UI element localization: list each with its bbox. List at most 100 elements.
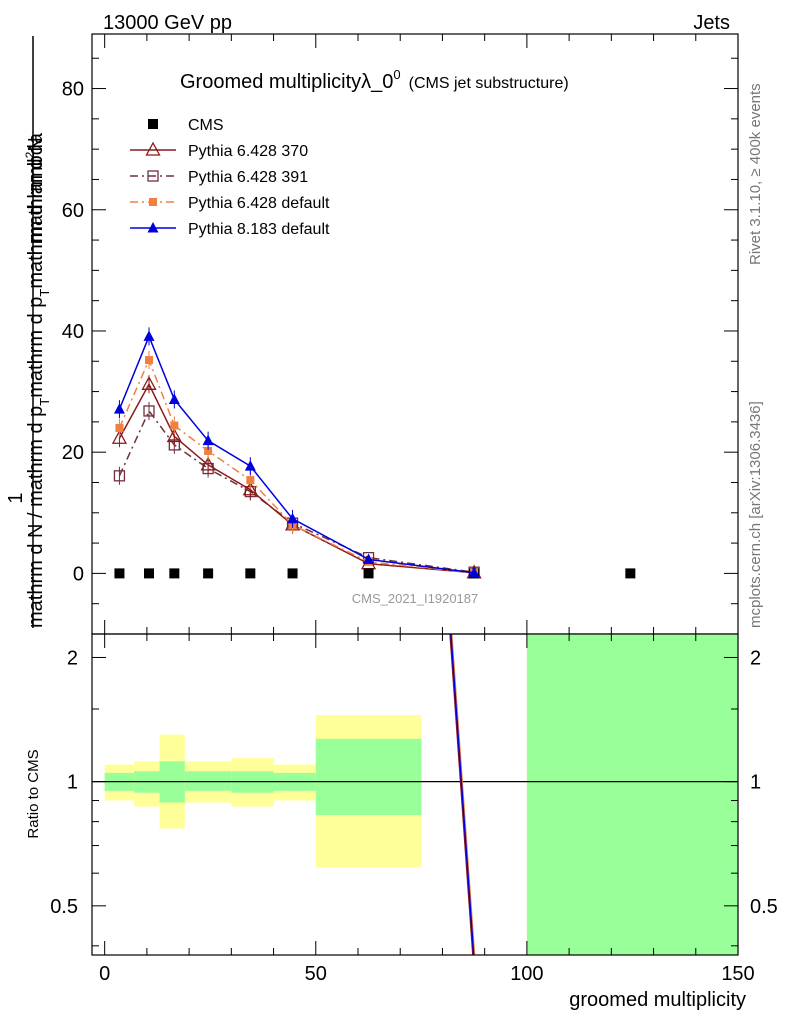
- ratio-band-stat: [315, 738, 422, 816]
- data-point: [168, 393, 180, 404]
- header-right: Jets: [693, 12, 730, 34]
- main-ylabel: 1 mathrm d2N mathrm d N / mathrm d pTmat…: [5, 36, 52, 628]
- ylabel-den-b-sub: T: [37, 289, 52, 297]
- ylabel-one: 1: [5, 492, 27, 503]
- ratio-ylabel: Ratio to CMS: [25, 749, 42, 838]
- data-point: [113, 403, 125, 414]
- data-point: [144, 568, 154, 579]
- ratio-mc-line: [450, 634, 476, 955]
- legend-item: Pythia 6.428 370: [130, 141, 308, 160]
- ratio-bands: [92, 634, 738, 955]
- legend-label: Pythia 6.428 default: [188, 195, 330, 212]
- data-point: [244, 460, 256, 471]
- data-point: [625, 568, 636, 579]
- ratio-ticks: 0.5 0.5 1 1 2 2 0 50 100 150: [50, 634, 778, 985]
- ylabel-numerator-d: mathrm d: [25, 158, 47, 242]
- data-point: [111, 429, 128, 444]
- data-point: [363, 553, 375, 564]
- rivet-label: Rivet 3.1.10, ≥ 400k events: [747, 83, 764, 265]
- ylabel-denominator: mathrm d N / mathrm d pTmathrm d pTmathr…: [25, 132, 52, 628]
- legend-marker: [145, 141, 161, 156]
- legend-label: Pythia 6.428 370: [188, 143, 308, 160]
- ratio-band-stat: [184, 771, 232, 791]
- series-pythia-8-183-default: [113, 327, 480, 578]
- plot-title-sub: (CMS jet substructure): [409, 75, 569, 92]
- x-tick-label: 100: [510, 963, 543, 985]
- y-tick-label: 0: [73, 563, 84, 585]
- series-line: [118, 358, 475, 574]
- data-point: [246, 476, 255, 485]
- ratio-y-tick-label-right: 1: [750, 772, 761, 794]
- legend-label: CMS: [188, 117, 224, 134]
- ratio-band-stat: [526, 634, 738, 955]
- data-point: [115, 423, 124, 432]
- y-tick-label: 40: [62, 321, 84, 343]
- legend-item: Pythia 8.183 default: [130, 221, 330, 238]
- data-point: [143, 330, 155, 341]
- mcplots-label: mcplots.cern.ch [arXiv:1306.3436]: [747, 401, 764, 628]
- ratio-panel: 0.5 0.5 1 1 2 2 0 50 100 150 Ratio to CMS groomed…: [25, 633, 778, 1011]
- data-point: [114, 568, 125, 579]
- analysis-watermark: CMS_2021_I1920187: [352, 591, 479, 606]
- data-point: [169, 568, 180, 579]
- main-series: [111, 327, 636, 579]
- ratio-mc-line: [449, 634, 474, 955]
- x-tick-label: 0: [99, 963, 110, 985]
- ylabel-den-a: mathrm d N / mathrm d p: [25, 406, 47, 628]
- ylabel-numerator-n: N: [25, 137, 47, 151]
- ratio-mc-line: [450, 634, 475, 955]
- plot-title-sup: 0: [393, 67, 400, 82]
- ratio-mc-lines: [449, 634, 476, 955]
- x-axis-label: groomed multiplicity: [569, 989, 746, 1011]
- x-tick-label: 50: [305, 963, 327, 985]
- ratio-plot-frame: [91, 633, 739, 956]
- data-point: [202, 434, 214, 446]
- x-tick-label: 150: [721, 963, 754, 985]
- y-tick-label: 60: [62, 200, 84, 222]
- ylabel-den-b: mathrm d p: [25, 297, 47, 398]
- data-point: [203, 568, 214, 579]
- y-tick-label: 20: [62, 442, 84, 464]
- series-line: [118, 382, 475, 574]
- data-point: [287, 568, 298, 579]
- ratio-y-tick-label: 1: [67, 772, 78, 794]
- legend-marker: [147, 222, 159, 233]
- legend-marker: [147, 170, 159, 182]
- data-point: [113, 470, 126, 482]
- ylabel-numerator-sup: 2: [23, 151, 37, 158]
- data-point: [245, 568, 256, 579]
- series-pythia-6-428-370: [111, 375, 482, 579]
- ylabel-den-a-sub: T: [37, 398, 52, 406]
- data-point: [200, 456, 216, 471]
- header-left: 13000 GeV pp: [103, 12, 232, 34]
- data-point: [143, 405, 155, 417]
- ratio-y-tick-label-right: 2: [750, 647, 761, 669]
- data-point: [363, 568, 374, 579]
- data-point: [170, 421, 179, 430]
- legend-item: Pythia 6.428 default: [130, 195, 330, 212]
- legend: CMS Pythia 6.428 370 Pythia 6.428 391 Pythi…: [130, 117, 330, 238]
- ratio-y-tick-label: 0.5: [50, 896, 78, 918]
- data-point: [242, 481, 258, 496]
- series-line: [118, 334, 475, 574]
- plot-title-main: Groomed multiplicityλ_0: [180, 71, 393, 93]
- ratio-y-tick-label: 2: [67, 647, 78, 669]
- data-point: [141, 375, 157, 390]
- y-tick-label: 80: [62, 79, 84, 101]
- data-point: [204, 446, 213, 455]
- legend-item: Pythia 6.428 391: [130, 169, 308, 186]
- data-point: [287, 512, 299, 524]
- plot-title: Groomed multiplicityλ_00 (CMS jet substru…: [180, 67, 569, 93]
- data-point: [145, 356, 153, 365]
- legend-item: CMS: [148, 117, 224, 134]
- legend-label: Pythia 6.428 391: [188, 169, 308, 186]
- ratio-y-tick-label-right: 0.5: [750, 896, 778, 918]
- data-point: [468, 566, 480, 578]
- legend-label: Pythia 8.183 default: [188, 221, 330, 238]
- legend-marker: [148, 119, 158, 129]
- legend-marker: [149, 198, 157, 206]
- ylabel-numerator: mathrm d2N: [23, 137, 47, 243]
- ylabel-den-c: mathrm d lambda: [25, 132, 47, 288]
